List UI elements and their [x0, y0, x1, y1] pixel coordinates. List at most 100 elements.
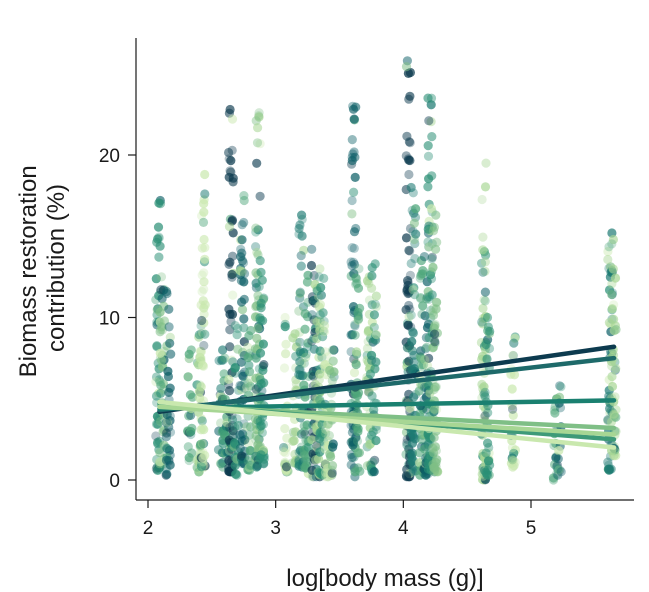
- data-point: [186, 410, 196, 420]
- data-point: [347, 135, 357, 145]
- data-point: [428, 443, 438, 453]
- data-point: [281, 339, 291, 349]
- data-point: [252, 247, 262, 257]
- data-point: [604, 285, 615, 295]
- data-point: [401, 233, 412, 243]
- data-point: [291, 379, 301, 389]
- data-point: [507, 384, 517, 394]
- data-point: [161, 418, 171, 428]
- data-point: [259, 378, 269, 388]
- data-point: [417, 360, 427, 370]
- data-point: [222, 418, 232, 428]
- data-point: [508, 410, 518, 420]
- data-point: [197, 211, 207, 221]
- data-point: [307, 310, 317, 320]
- data-point: [227, 215, 237, 225]
- data-point: [162, 428, 172, 438]
- data-point: [251, 116, 261, 126]
- data-point: [238, 371, 248, 381]
- data-point: [157, 322, 167, 332]
- data-point: [199, 277, 209, 287]
- data-point: [252, 138, 263, 148]
- data-point: [405, 138, 415, 148]
- data-point: [423, 141, 433, 151]
- data-point: [251, 227, 261, 237]
- data-point: [200, 169, 210, 180]
- data-point: [309, 270, 319, 281]
- data-point: [315, 369, 325, 379]
- data-point: [307, 244, 317, 254]
- data-point: [294, 370, 304, 380]
- data-point: [349, 259, 360, 269]
- data-point: [352, 436, 363, 446]
- data-point: [369, 334, 380, 344]
- data-point: [255, 256, 265, 266]
- data-point: [306, 260, 317, 271]
- data-point: [197, 360, 208, 370]
- y-tick-label: 20: [99, 146, 120, 167]
- data-point: [508, 350, 518, 360]
- data-point: [225, 325, 235, 335]
- data-point: [401, 151, 411, 161]
- data-point: [347, 243, 357, 253]
- data-point: [323, 419, 333, 429]
- data-point: [548, 473, 559, 483]
- data-point: [256, 267, 266, 277]
- data-point: [424, 294, 434, 304]
- data-point: [300, 309, 310, 319]
- data-point: [224, 374, 234, 384]
- data-point: [233, 323, 243, 334]
- data-point: [198, 217, 209, 227]
- data-point: [350, 321, 360, 331]
- data-point: [608, 234, 619, 245]
- data-point: [480, 266, 490, 276]
- point-column-34: [480, 312, 495, 480]
- y-tick-label: 0: [109, 471, 120, 492]
- data-point: [239, 195, 249, 206]
- data-point: [427, 290, 437, 300]
- data-point: [259, 360, 269, 370]
- data-point: [252, 158, 262, 168]
- data-point: [279, 363, 290, 373]
- data-point: [327, 461, 338, 471]
- data-point: [199, 439, 209, 449]
- data-point: [153, 419, 163, 429]
- data-point: [370, 455, 380, 465]
- data-point: [478, 303, 488, 313]
- data-point: [164, 304, 174, 314]
- x-axis-title: log[body mass (g)]: [286, 565, 483, 592]
- data-point: [216, 383, 226, 394]
- data-point: [313, 454, 324, 464]
- data-point: [508, 456, 518, 466]
- data-point: [367, 430, 377, 440]
- data-point: [252, 333, 262, 343]
- data-point: [426, 117, 436, 127]
- data-point: [220, 353, 230, 363]
- data-point: [225, 257, 235, 267]
- data-point: [604, 242, 614, 252]
- data-point: [430, 329, 440, 339]
- data-point: [235, 443, 245, 453]
- data-point: [364, 295, 375, 305]
- data-point: [350, 152, 360, 162]
- data-point: [236, 276, 246, 286]
- data-point: [422, 277, 432, 287]
- data-point: [255, 191, 265, 201]
- data-point: [258, 339, 268, 349]
- x-tick-label: 4: [398, 518, 409, 539]
- data-point: [371, 357, 381, 367]
- data-point: [404, 245, 414, 255]
- data-point: [318, 308, 328, 318]
- data-point: [227, 114, 238, 124]
- data-point: [554, 446, 564, 456]
- data-point: [419, 252, 429, 262]
- data-point: [321, 428, 331, 439]
- data-point: [423, 182, 433, 192]
- data-point: [315, 310, 325, 320]
- data-point: [280, 322, 290, 332]
- data-point: [482, 312, 493, 323]
- data-point: [151, 372, 162, 382]
- data-point: [200, 254, 210, 264]
- data-point: [197, 416, 207, 426]
- data-point: [429, 404, 439, 414]
